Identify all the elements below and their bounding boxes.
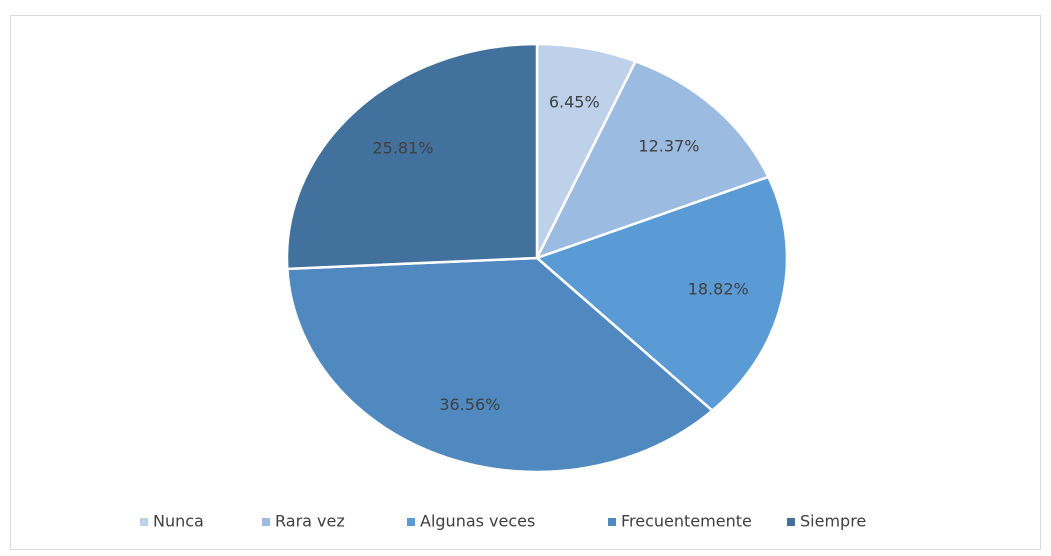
legend-marker — [262, 518, 270, 526]
data-label: 12.37% — [638, 136, 699, 155]
legend-label: Nunca — [153, 512, 204, 531]
data-label: 18.82% — [688, 279, 749, 298]
pie-slice — [534, 59, 771, 261]
legend-marker — [140, 518, 148, 526]
legend-label: Algunas veces — [420, 512, 535, 531]
pie-slice — [285, 42, 539, 271]
legend-marker — [787, 518, 795, 526]
legend-marker — [407, 518, 415, 526]
legend-marker — [608, 518, 616, 526]
legend-label: Siempre — [800, 512, 866, 531]
data-label: 36.56% — [439, 395, 500, 414]
pie-slice — [534, 175, 789, 413]
legend-label: Rara vez — [275, 512, 345, 531]
pie-slice — [285, 256, 715, 474]
data-label: 6.45% — [549, 92, 600, 111]
data-label: 25.81% — [372, 138, 433, 157]
legend-label: Frecuentemente — [621, 512, 752, 531]
